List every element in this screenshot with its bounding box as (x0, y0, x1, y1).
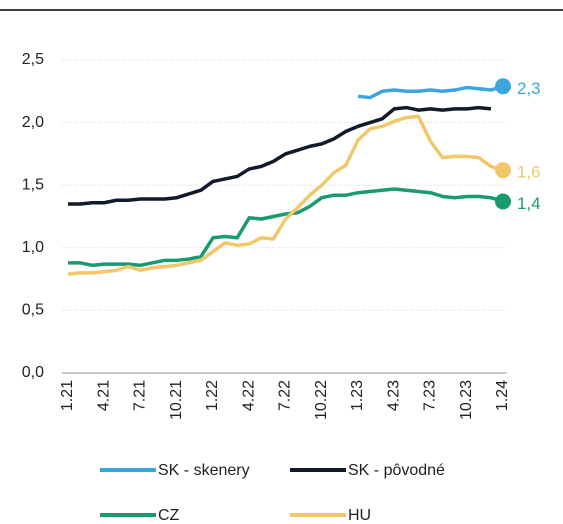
legend-label: CZ (158, 507, 180, 524)
y-tick-label: 1,0 (22, 239, 44, 256)
x-tick-label: 1.24 (494, 380, 511, 411)
x-tick-label: 1.23 (349, 380, 366, 411)
x-tick-label: 4.21 (95, 380, 112, 411)
end-point (495, 193, 511, 210)
legend-label: SK - skenery (158, 462, 250, 479)
x-tick-label: 7.22 (277, 380, 294, 411)
x-tick-label: 1.21 (59, 380, 76, 411)
value-label: 2,3 (517, 79, 541, 98)
series-line (68, 105, 492, 206)
y-tick-label: 2,0 (22, 114, 44, 131)
y-tick-label: 2,5 (22, 51, 44, 68)
value-label: 1,6 (517, 163, 541, 182)
legend-label: SK - pôvodné (348, 462, 445, 479)
x-tick-label: 7.23 (422, 380, 439, 411)
value-label: 1,4 (517, 194, 541, 213)
x-tick-label: 1.22 (204, 380, 221, 411)
y-tick-label: 1,5 (22, 176, 44, 193)
x-tick-label: 10.22 (313, 380, 330, 420)
y-tick-label: 0,5 (22, 302, 44, 319)
x-tick-label: 10.23 (458, 380, 475, 420)
legend-label: HU (348, 507, 371, 524)
series-line (67, 114, 504, 276)
series-line (357, 84, 504, 100)
x-tick-label: 4.23 (385, 380, 402, 411)
y-tick-label: 0,0 (22, 364, 44, 381)
x-tick-label: 10.21 (168, 380, 185, 420)
series-line (68, 187, 504, 268)
x-tick-label: 4.22 (240, 380, 257, 411)
x-tick-label: 7.21 (132, 380, 149, 411)
end-point (495, 78, 511, 95)
end-point (495, 162, 511, 179)
